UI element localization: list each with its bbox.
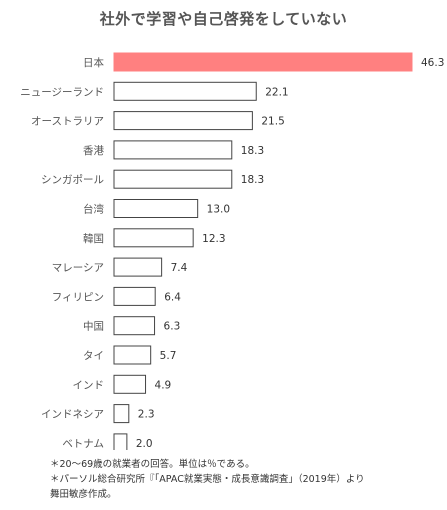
bar-chart: 日本 46.3 ニュージーランド 22.1 オーストラリア 21.5 香港 18.3 シンガポー… <box>20 52 444 450</box>
value-label: 18.3 <box>241 145 264 157</box>
bar <box>113 316 156 336</box>
category-label: インドネシア <box>41 409 104 421</box>
bar <box>113 52 413 72</box>
value-label: 2.0 <box>136 438 153 450</box>
bar <box>113 81 257 101</box>
bar <box>113 228 194 248</box>
category-label: タイ <box>83 350 104 362</box>
bar <box>113 404 130 424</box>
category-label: インド <box>73 379 105 391</box>
bar <box>113 433 128 450</box>
category-label: 日本 <box>83 56 104 69</box>
value-label: 4.9 <box>155 379 172 391</box>
category-label: ベトナム <box>62 438 104 450</box>
value-label: 2.3 <box>138 409 155 421</box>
category-label: シンガポール <box>41 174 104 186</box>
category-label: マレーシア <box>52 262 104 274</box>
value-label: 46.3 <box>421 57 444 69</box>
value-label: 13.0 <box>207 204 230 216</box>
value-label: 18.3 <box>241 174 264 186</box>
note-line-1: ＊20〜69歳の就業者の回答。単位は％である。 <box>50 459 255 470</box>
category-label: ニュージーランド <box>20 86 104 98</box>
bar <box>113 140 233 160</box>
value-label: 22.1 <box>265 86 288 98</box>
note-line-3: 舞田敏彦作成。 <box>50 489 117 500</box>
category-label: 香港 <box>83 145 104 157</box>
value-label: 6.4 <box>164 291 181 303</box>
chart-title: 社外で学習や自己啓発をしていない <box>99 10 348 28</box>
bar <box>113 199 199 218</box>
bar <box>113 286 156 306</box>
value-label: 5.7 <box>160 350 177 362</box>
chart-notes: ＊20〜69歳の就業者の回答。単位は％である。 ＊パーソル総合研究所『「APAC… <box>50 457 440 502</box>
value-label: 6.3 <box>164 321 181 333</box>
category-label: フィリピン <box>52 291 104 303</box>
category-label: オーストラリア <box>31 116 104 128</box>
bar <box>113 257 163 277</box>
note-line-2: ＊パーソル総合研究所『「APAC就業実態・成長意識調査」（2019年）より <box>50 474 365 485</box>
bar <box>113 111 253 131</box>
value-label: 7.4 <box>171 262 188 274</box>
bar <box>113 374 147 394</box>
category-label: 韓国 <box>83 233 104 245</box>
value-label: 21.5 <box>261 116 284 128</box>
bar <box>113 169 233 189</box>
category-label: 台湾 <box>83 203 104 216</box>
bar <box>113 345 152 365</box>
category-label: 中国 <box>83 320 104 333</box>
value-label: 12.3 <box>202 233 225 245</box>
